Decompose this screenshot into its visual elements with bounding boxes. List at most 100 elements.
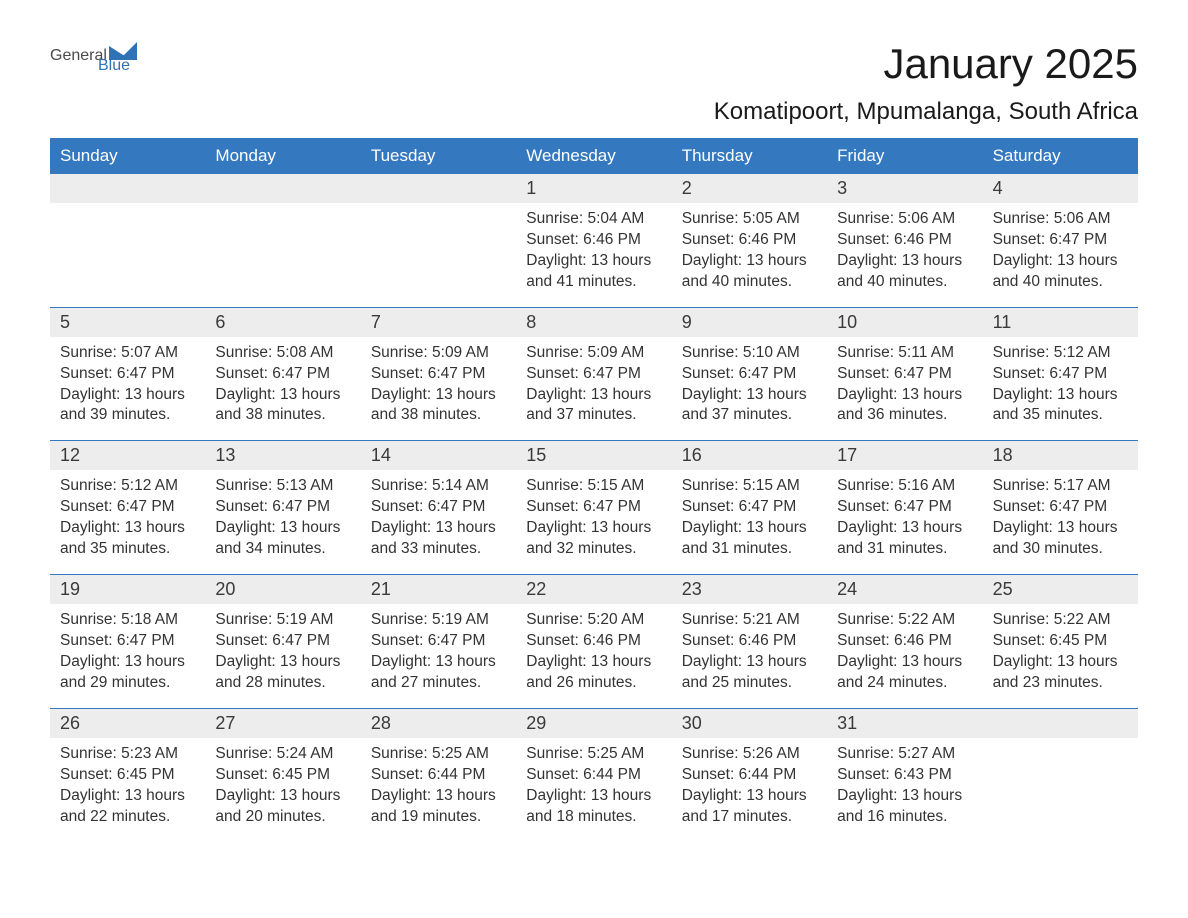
day-cell: 20Sunrise: 5:19 AMSunset: 6:47 PMDayligh… xyxy=(205,574,360,708)
week-row: 1Sunrise: 5:04 AMSunset: 6:46 PMDaylight… xyxy=(50,174,1138,307)
sunrise-text: Sunrise: 5:19 AM xyxy=(215,610,350,631)
day-cell xyxy=(50,174,205,307)
day-cell: 19Sunrise: 5:18 AMSunset: 6:47 PMDayligh… xyxy=(50,574,205,708)
day-content: Sunrise: 5:07 AMSunset: 6:47 PMDaylight:… xyxy=(50,337,205,427)
day-cell: 29Sunrise: 5:25 AMSunset: 6:44 PMDayligh… xyxy=(516,708,671,842)
daylight-text: Daylight: 13 hours and 20 minutes. xyxy=(215,786,350,828)
sunset-text: Sunset: 6:43 PM xyxy=(837,765,972,786)
day-headers-row: Sunday Monday Tuesday Wednesday Thursday… xyxy=(50,138,1138,174)
daylight-text: Daylight: 13 hours and 37 minutes. xyxy=(526,385,661,427)
sunset-text: Sunset: 6:47 PM xyxy=(60,364,195,385)
day-number: 28 xyxy=(361,708,516,738)
sunrise-text: Sunrise: 5:25 AM xyxy=(371,744,506,765)
location-text: Komatipoort, Mpumalanga, South Africa xyxy=(714,98,1138,126)
day-number: 15 xyxy=(516,440,671,470)
sunset-text: Sunset: 6:45 PM xyxy=(60,765,195,786)
day-cell: 15Sunrise: 5:15 AMSunset: 6:47 PMDayligh… xyxy=(516,440,671,574)
day-content: Sunrise: 5:10 AMSunset: 6:47 PMDaylight:… xyxy=(672,337,827,427)
sunset-text: Sunset: 6:46 PM xyxy=(526,230,661,251)
day-cell: 12Sunrise: 5:12 AMSunset: 6:47 PMDayligh… xyxy=(50,440,205,574)
day-content: Sunrise: 5:22 AMSunset: 6:45 PMDaylight:… xyxy=(983,604,1138,694)
day-content: Sunrise: 5:20 AMSunset: 6:46 PMDaylight:… xyxy=(516,604,671,694)
day-cell: 13Sunrise: 5:13 AMSunset: 6:47 PMDayligh… xyxy=(205,440,360,574)
sunrise-text: Sunrise: 5:15 AM xyxy=(682,476,817,497)
day-header: Sunday xyxy=(50,138,205,174)
day-cell: 30Sunrise: 5:26 AMSunset: 6:44 PMDayligh… xyxy=(672,708,827,842)
day-number: 8 xyxy=(516,307,671,337)
day-number: 14 xyxy=(361,440,516,470)
sunrise-text: Sunrise: 5:04 AM xyxy=(526,209,661,230)
sunrise-text: Sunrise: 5:12 AM xyxy=(60,476,195,497)
logo-text-blue: Blue xyxy=(98,58,139,74)
day-content: Sunrise: 5:11 AMSunset: 6:47 PMDaylight:… xyxy=(827,337,982,427)
daylight-text: Daylight: 13 hours and 37 minutes. xyxy=(682,385,817,427)
daylight-text: Daylight: 13 hours and 33 minutes. xyxy=(371,518,506,560)
day-number: 21 xyxy=(361,574,516,604)
daylight-text: Daylight: 13 hours and 23 minutes. xyxy=(993,652,1128,694)
sunset-text: Sunset: 6:47 PM xyxy=(371,364,506,385)
day-header: Saturday xyxy=(983,138,1138,174)
daylight-text: Daylight: 13 hours and 34 minutes. xyxy=(215,518,350,560)
day-cell: 26Sunrise: 5:23 AMSunset: 6:45 PMDayligh… xyxy=(50,708,205,842)
day-number: 16 xyxy=(672,440,827,470)
daylight-text: Daylight: 13 hours and 27 minutes. xyxy=(371,652,506,694)
sunrise-text: Sunrise: 5:16 AM xyxy=(837,476,972,497)
sunset-text: Sunset: 6:47 PM xyxy=(682,364,817,385)
week-row: 19Sunrise: 5:18 AMSunset: 6:47 PMDayligh… xyxy=(50,574,1138,708)
sunset-text: Sunset: 6:47 PM xyxy=(215,497,350,518)
sunrise-text: Sunrise: 5:08 AM xyxy=(215,343,350,364)
sunset-text: Sunset: 6:47 PM xyxy=(526,364,661,385)
day-content: Sunrise: 5:04 AMSunset: 6:46 PMDaylight:… xyxy=(516,203,671,293)
daylight-text: Daylight: 13 hours and 35 minutes. xyxy=(993,385,1128,427)
sunset-text: Sunset: 6:47 PM xyxy=(371,631,506,652)
day-content: Sunrise: 5:06 AMSunset: 6:46 PMDaylight:… xyxy=(827,203,982,293)
day-cell: 28Sunrise: 5:25 AMSunset: 6:44 PMDayligh… xyxy=(361,708,516,842)
sunset-text: Sunset: 6:47 PM xyxy=(215,631,350,652)
day-content: Sunrise: 5:27 AMSunset: 6:43 PMDaylight:… xyxy=(827,738,982,828)
day-cell: 23Sunrise: 5:21 AMSunset: 6:46 PMDayligh… xyxy=(672,574,827,708)
day-cell: 14Sunrise: 5:14 AMSunset: 6:47 PMDayligh… xyxy=(361,440,516,574)
sunset-text: Sunset: 6:47 PM xyxy=(682,497,817,518)
day-content: Sunrise: 5:19 AMSunset: 6:47 PMDaylight:… xyxy=(361,604,516,694)
day-cell: 18Sunrise: 5:17 AMSunset: 6:47 PMDayligh… xyxy=(983,440,1138,574)
day-content: Sunrise: 5:16 AMSunset: 6:47 PMDaylight:… xyxy=(827,470,982,560)
sunset-text: Sunset: 6:47 PM xyxy=(60,497,195,518)
day-cell: 16 Sunrise: 5:15 AMSunset: 6:47 PMDayligh… xyxy=(672,440,827,574)
day-number: 30 xyxy=(672,708,827,738)
day-cell: 8 Sunrise: 5:09 AMSunset: 6:47 PMDaylight… xyxy=(516,307,671,441)
weeks-container: 1Sunrise: 5:04 AMSunset: 6:46 PMDaylight… xyxy=(50,174,1138,841)
sunrise-text: Sunrise: 5:09 AM xyxy=(526,343,661,364)
daylight-text: Daylight: 13 hours and 31 minutes. xyxy=(682,518,817,560)
day-number: 10 xyxy=(827,307,982,337)
day-content: Sunrise: 5:05 AMSunset: 6:46 PMDaylight:… xyxy=(672,203,827,293)
sunset-text: Sunset: 6:47 PM xyxy=(837,497,972,518)
day-cell: 6Sunrise: 5:08 AMSunset: 6:47 PMDaylight… xyxy=(205,307,360,441)
daylight-text: Daylight: 13 hours and 24 minutes. xyxy=(837,652,972,694)
daylight-text: Daylight: 13 hours and 22 minutes. xyxy=(60,786,195,828)
day-content: Sunrise: 5:14 AMSunset: 6:47 PMDaylight:… xyxy=(361,470,516,560)
day-content: Sunrise: 5:12 AMSunset: 6:47 PMDaylight:… xyxy=(50,470,205,560)
sunset-text: Sunset: 6:47 PM xyxy=(215,364,350,385)
sunset-text: Sunset: 6:44 PM xyxy=(682,765,817,786)
sunset-text: Sunset: 6:47 PM xyxy=(526,497,661,518)
sunset-text: Sunset: 6:45 PM xyxy=(215,765,350,786)
day-content: Sunrise: 5:23 AMSunset: 6:45 PMDaylight:… xyxy=(50,738,205,828)
sunset-text: Sunset: 6:45 PM xyxy=(993,631,1128,652)
day-header: Friday xyxy=(827,138,982,174)
day-cell: 10Sunrise: 5:11 AMSunset: 6:47 PMDayligh… xyxy=(827,307,982,441)
day-number: 20 xyxy=(205,574,360,604)
sunrise-text: Sunrise: 5:25 AM xyxy=(526,744,661,765)
day-number xyxy=(983,708,1138,738)
daylight-text: Daylight: 13 hours and 30 minutes. xyxy=(993,518,1128,560)
day-cell xyxy=(983,708,1138,842)
day-content: Sunrise: 5:08 AMSunset: 6:47 PMDaylight:… xyxy=(205,337,360,427)
day-cell: 1Sunrise: 5:04 AMSunset: 6:46 PMDaylight… xyxy=(516,174,671,307)
day-cell: 9Sunrise: 5:10 AMSunset: 6:47 PMDaylight… xyxy=(672,307,827,441)
day-number: 19 xyxy=(50,574,205,604)
sunrise-text: Sunrise: 5:11 AM xyxy=(837,343,972,364)
daylight-text: Daylight: 13 hours and 19 minutes. xyxy=(371,786,506,828)
sunrise-text: Sunrise: 5:26 AM xyxy=(682,744,817,765)
daylight-text: Daylight: 13 hours and 16 minutes. xyxy=(837,786,972,828)
sunset-text: Sunset: 6:46 PM xyxy=(682,631,817,652)
day-number: 24 xyxy=(827,574,982,604)
